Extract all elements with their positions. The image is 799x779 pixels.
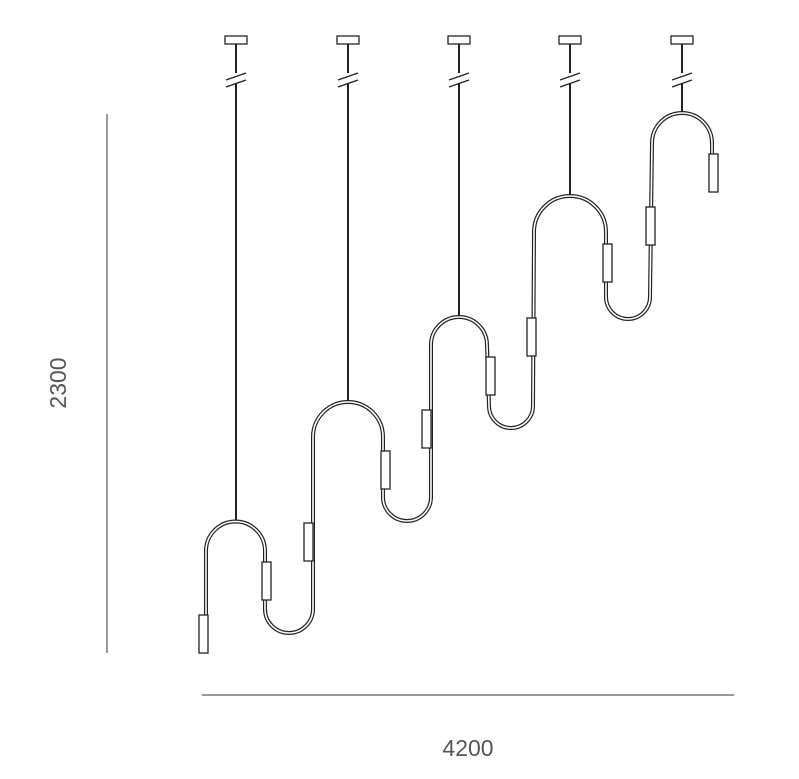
width-dimension-label: 4200 (442, 735, 493, 761)
ceiling-canopy (670, 35, 694, 45)
ceiling-canopy (336, 35, 360, 45)
break-mark-icon (559, 72, 581, 81)
light-segment (708, 153, 719, 193)
lamp-tube (204, 111, 714, 635)
wire-break-gap (453, 73, 465, 83)
light-segments (198, 153, 719, 654)
suspension-wires (224, 35, 694, 522)
light-segment (526, 317, 537, 357)
light-segment (303, 522, 314, 562)
break-mark-icon (448, 79, 470, 88)
light-segment (485, 356, 496, 396)
light-segment (198, 614, 209, 654)
tube-inner (205, 112, 713, 634)
break-mark-icon (671, 72, 693, 81)
break-mark-icon (337, 79, 359, 88)
ceiling-canopy (558, 35, 582, 45)
break-mark-icon (225, 72, 247, 81)
break-mark-icon (225, 79, 247, 88)
light-segment (421, 409, 432, 449)
break-mark-icon (671, 79, 693, 88)
break-mark-icon (337, 72, 359, 81)
height-dimension-label: 2300 (45, 357, 71, 408)
light-segment (645, 206, 656, 246)
light-segment (261, 561, 272, 601)
break-mark-icon (448, 72, 470, 81)
wire-break-gap (564, 73, 576, 83)
break-mark-icon (559, 79, 581, 88)
wire-break-gap (230, 73, 242, 83)
wire-break-gap (342, 73, 354, 83)
ceiling-canopy (224, 35, 248, 45)
wire-break-gap (676, 73, 688, 83)
light-segment (602, 243, 613, 283)
light-segment (380, 450, 391, 490)
ceiling-canopy (447, 35, 471, 45)
